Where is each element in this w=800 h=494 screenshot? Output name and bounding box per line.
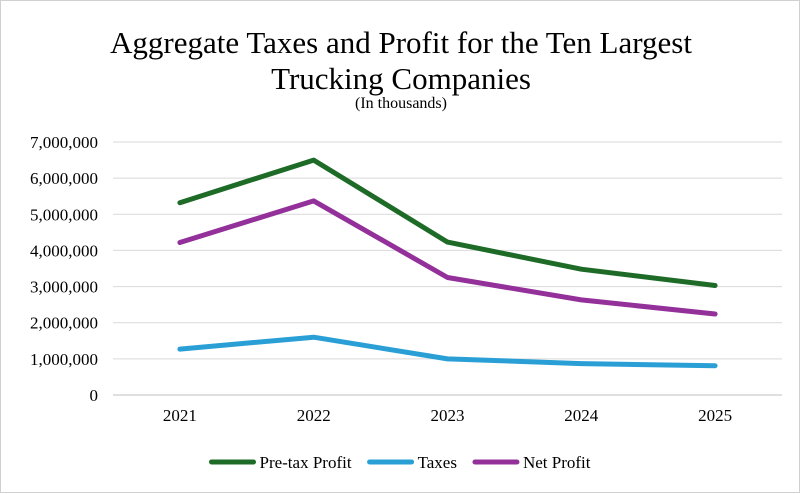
y-axis-tick-labels: 0 1,000,000 2,000,000 3,000,000 4,000,000 5,0… [30, 133, 98, 405]
y-tick-label: 0 [90, 386, 99, 405]
taxes-line [177, 334, 718, 369]
x-tick-label: 2021 [163, 406, 197, 425]
x-tick-label: 2022 [297, 406, 331, 425]
legend-label-pre-tax-profit: Pre-tax Profit [259, 453, 351, 472]
x-tick-label: 2025 [698, 406, 732, 425]
y-tick-label: 6,000,000 [30, 169, 98, 188]
y-tick-label: 3,000,000 [30, 278, 98, 297]
y-tick-label: 2,000,000 [30, 314, 98, 333]
x-tick-label: 2023 [431, 406, 465, 425]
chart-title: Aggregate Taxes and Profit for the Ten L… [110, 25, 692, 96]
series-lines [177, 157, 718, 369]
net-profit-line [177, 198, 718, 317]
x-axis-tick-labels: 2021 2022 2023 2024 2025 [163, 406, 732, 425]
legend-label-taxes: Taxes [418, 453, 457, 472]
legend: Pre-tax Profit Taxes Net Profit [208, 453, 591, 472]
chart-subtitle: (In thousands) [355, 95, 447, 112]
gridlines [113, 141, 782, 396]
y-tick-label: 5,000,000 [30, 205, 98, 224]
y-tick-label: 1,000,000 [30, 350, 98, 369]
y-tick-label: 4,000,000 [30, 241, 98, 260]
pre-tax-profit-line [177, 157, 718, 288]
x-tick-label: 2024 [564, 406, 599, 425]
legend-label-net-profit: Net Profit [523, 453, 591, 472]
y-tick-label: 7,000,000 [30, 133, 98, 152]
